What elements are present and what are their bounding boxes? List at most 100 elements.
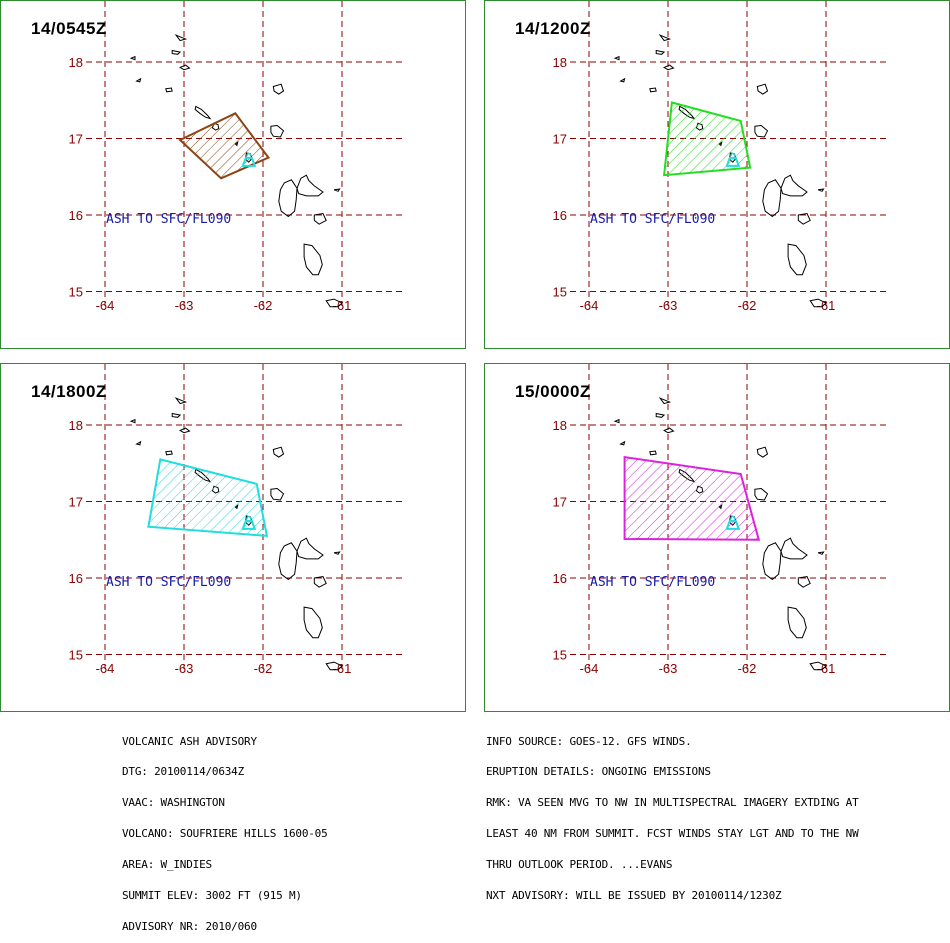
island-saba-bank (619, 440, 626, 446)
panel-time-3: 14/1800Z (31, 382, 107, 401)
island-st-martin (655, 412, 666, 418)
advisory-line: RMK: VA SEEN MVG TO NW IN MULTISPECTRAL … (486, 796, 859, 810)
lon-tick-label: -63 (175, 298, 194, 313)
ash-cloud-polygon (178, 112, 271, 180)
island-st-barts (178, 427, 191, 434)
lon-tick-label: -64 (96, 298, 115, 313)
lon-tick-label: -62 (738, 298, 757, 313)
island-dominica (303, 243, 323, 276)
island-saba (165, 450, 173, 456)
volcano-icon (241, 152, 257, 167)
island-desirade (817, 188, 825, 192)
island-antigua (270, 124, 285, 138)
map-canvas-3: -64 -63 -62 -61 18 17 16 15 ASH TO SFC/FL090 (69, 364, 406, 676)
map-canvas-2: -64 -63 -62 -61 18 17 16 15 ASH TO SFC/FL090 (553, 1, 890, 313)
lat-tick-label: 18 (69, 418, 83, 433)
island-aves (613, 55, 620, 61)
island-st-martin (171, 412, 182, 418)
lat-tick-label: 15 (69, 285, 83, 300)
panel-time-2: 14/1200Z (515, 19, 591, 38)
lon-tick-label: -64 (580, 298, 599, 313)
island-st-kitts (194, 105, 212, 120)
island-guadeloupe-e (780, 537, 808, 560)
ash-level-label: ASH TO SFC/FL090 (106, 212, 231, 227)
island-dominica (787, 243, 807, 276)
island-anguilla (658, 397, 672, 405)
advisory-line: DTG: 20100114/0634Z (122, 765, 245, 779)
island-marie-galante (797, 212, 811, 225)
advisory-line: LEAST 40 NM FROM SUMMIT. FCST WINDS STAY… (486, 827, 859, 841)
lon-tick-label: -64 (580, 661, 599, 676)
advisory-line: INFO SOURCE: GOES-12. GFS WINDS. (486, 734, 692, 748)
advisory-line: AREA: W_INDIES (122, 858, 212, 872)
lon-tick-label: -62 (738, 661, 757, 676)
island-martinique-n (809, 298, 827, 308)
lat-tick-label: 17 (69, 495, 83, 510)
ash-cloud-polygon (662, 101, 752, 177)
island-guadeloupe-w (278, 542, 298, 581)
lat-tick-label: 16 (553, 208, 567, 223)
panel-time-4: 15/0000Z (515, 382, 591, 401)
island-martinique-n (809, 661, 827, 671)
lat-tick-label: 15 (69, 648, 83, 663)
island-barbuda (272, 446, 285, 458)
map-canvas-1: -64 -63 -62 -61 18 17 16 15 ASH TO SFC/FL090 (69, 1, 406, 313)
lat-tick-label: 16 (553, 571, 567, 586)
map-canvas-4: -64 -63 -62 -61 18 17 16 15 ASH TO SFC/FL090 (553, 364, 890, 676)
map-panel-1: -64 -63 -62 -61 18 17 16 15 ASH TO SFC/FL090 14/… (0, 0, 466, 349)
lon-tick-label: -63 (659, 298, 678, 313)
ash-cloud-polygon (147, 458, 269, 537)
advisory-line: VOLCANO: SOUFRIERE HILLS 1600-05 (122, 827, 328, 841)
island-guadeloupe-e (296, 537, 324, 560)
island-marie-galante (313, 212, 327, 225)
island-barbuda (756, 446, 769, 458)
lon-tick-label: -61 (333, 298, 352, 313)
ash-cloud-polygon (623, 455, 761, 541)
island-aves (129, 418, 136, 424)
lon-tick-label: -63 (175, 661, 194, 676)
island-saba (649, 450, 657, 456)
advisory-line: ERUPTION DETAILS: ONGOING EMISSIONS (486, 765, 711, 779)
island-marie-galante (313, 575, 327, 588)
island-st-barts (662, 64, 675, 71)
lon-tick-label: -61 (333, 661, 352, 676)
volcano-icon (725, 152, 741, 167)
island-desirade (333, 188, 341, 192)
island-st-martin (655, 49, 666, 55)
island-martinique-n (325, 661, 343, 671)
island-martinique-n (325, 298, 343, 308)
island-st-barts (662, 427, 675, 434)
island-guadeloupe-w (762, 179, 782, 218)
lat-tick-label: 17 (553, 132, 567, 147)
lon-tick-label: -64 (96, 661, 115, 676)
advisory-line: SUMMIT ELEV: 3002 FT (915 M) (122, 889, 302, 903)
volcano-icon (241, 515, 257, 530)
advisory-line: ADVISORY NR: 2010/060 (122, 919, 257, 933)
advisory-right-text: INFO SOURCE: GOES-12. GFS WINDS. ERUPTIO… (486, 716, 859, 912)
island-marie-galante (797, 575, 811, 588)
island-desirade (817, 551, 825, 555)
map-panel-3: -64 -63 -62 -61 18 17 16 15 ASH TO SFC/FL090 14/… (0, 363, 466, 712)
lat-tick-label: 15 (553, 285, 567, 300)
map-panel-2: -64 -63 -62 -61 18 17 16 15 ASH TO SFC/FL090 14/… (484, 0, 950, 349)
island-saba (165, 87, 173, 93)
island-barbuda (272, 83, 285, 95)
advisory-left-text: VOLCANIC ASH ADVISORY DTG: 20100114/0634… (122, 716, 328, 943)
lat-tick-label: 18 (553, 418, 567, 433)
advisory-line: NXT ADVISORY: WILL BE ISSUED BY 20100114… (486, 889, 782, 903)
volcano-icon (725, 515, 741, 530)
island-antigua (270, 487, 285, 501)
island-desirade (333, 551, 341, 555)
island-anguilla (174, 34, 188, 42)
map-panel-4: -64 -63 -62 -61 18 17 16 15 ASH TO SFC/FL090 15/… (484, 363, 950, 712)
island-guadeloupe-e (296, 174, 324, 197)
island-antigua (754, 487, 769, 501)
island-antigua (754, 124, 769, 138)
ash-level-label: ASH TO SFC/FL090 (106, 575, 231, 590)
island-saba-bank (135, 77, 142, 83)
lon-tick-label: -61 (817, 661, 836, 676)
panel-time-1: 14/0545Z (31, 19, 107, 38)
island-guadeloupe-w (762, 542, 782, 581)
ash-level-label: ASH TO SFC/FL090 (590, 575, 715, 590)
island-anguilla (658, 34, 672, 42)
